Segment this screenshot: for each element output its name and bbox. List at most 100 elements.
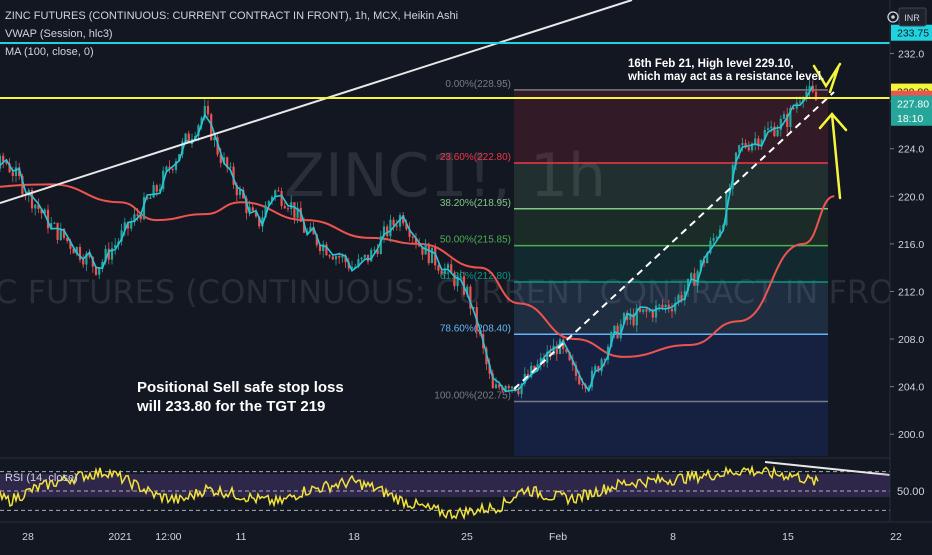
candle-body	[552, 345, 555, 356]
stoploss-annotation-line1: Positional Sell safe stop loss	[137, 379, 344, 396]
price-label-text: 233.75	[897, 28, 929, 40]
candle-body	[322, 244, 325, 252]
candle-body	[757, 138, 760, 147]
candle-body	[651, 310, 654, 318]
candle-body	[674, 302, 677, 312]
candle-body	[370, 249, 373, 262]
price-axis[interactable]	[890, 0, 932, 522]
candle-body	[603, 359, 606, 361]
candle-body	[210, 114, 213, 141]
candle-body	[686, 278, 690, 292]
candle-body	[104, 248, 107, 262]
candle-body	[520, 383, 523, 395]
candle-body	[440, 270, 443, 275]
time-axis[interactable]	[0, 522, 932, 550]
chart-title: ZINC FUTURES (CONTINUOUS: CURRENT CONTRA…	[5, 10, 458, 22]
candle-body	[197, 125, 200, 136]
candle-body	[306, 230, 309, 233]
candle-body	[411, 236, 414, 239]
candle-body	[5, 162, 8, 164]
fibonacci-retracement[interactable]: 0.00%(228.95) 23.60%(222.80) 38.20%(218.95…	[434, 79, 828, 456]
candle-body	[254, 211, 258, 217]
fib-level-label: 38.20%(218.95)	[440, 198, 511, 209]
rsi-trendline[interactable]	[764, 461, 891, 476]
candle-body	[626, 313, 629, 320]
candle-body	[82, 259, 85, 265]
candle-body	[715, 237, 718, 239]
fib-level-label: 50.00%(215.85)	[440, 235, 511, 246]
channel-dashed-line[interactable]	[513, 91, 835, 390]
candle-body	[658, 304, 661, 306]
candle-body	[270, 196, 274, 201]
candle-body	[344, 255, 347, 263]
candle-body	[712, 238, 715, 241]
price-tick-label: 200.0	[898, 429, 924, 441]
candle-body	[142, 197, 146, 220]
candle-body	[430, 247, 434, 264]
candle-body	[446, 264, 450, 269]
currency-badge[interactable]: INR	[898, 7, 927, 27]
candle-body	[571, 360, 574, 366]
candle-body	[235, 184, 238, 196]
candle-body	[565, 348, 568, 353]
candle-body	[245, 198, 248, 214]
rising-trendline[interactable]	[0, 0, 633, 204]
candle-body	[533, 365, 536, 371]
candle-body	[802, 97, 805, 102]
candle-body	[8, 163, 11, 173]
candle-body	[373, 249, 376, 251]
candle-body	[184, 133, 187, 142]
candle-body	[555, 345, 558, 354]
price-tick-label: 224.0	[898, 144, 924, 156]
candle-body	[165, 166, 168, 171]
candle-body	[258, 216, 261, 227]
candle-body	[645, 309, 648, 312]
indicator-ma[interactable]: MA (100, close, 0)	[5, 46, 94, 58]
candle-body	[408, 229, 411, 237]
candle-body	[680, 295, 683, 301]
candle-body	[267, 200, 270, 206]
candle-body	[155, 185, 158, 192]
candle-body	[130, 222, 133, 229]
candle-body	[78, 247, 82, 260]
candle-body	[632, 313, 635, 326]
candle-body	[338, 256, 341, 258]
candle-body	[123, 222, 126, 231]
candle-body	[14, 167, 18, 177]
candle-body	[434, 247, 437, 266]
candle-body	[504, 385, 507, 391]
indicator-vwap[interactable]: VWAP (Session, hlc3)	[5, 28, 113, 40]
candle-body	[427, 243, 430, 264]
candle-body	[328, 255, 331, 257]
fib-level-label: 23.60%(222.80)	[440, 152, 511, 163]
candle-body	[770, 126, 773, 129]
candle-body	[251, 207, 254, 212]
time-tick-label: 11	[236, 531, 247, 543]
candle-body	[709, 240, 712, 254]
fib-zone	[514, 208, 828, 246]
candle-body	[357, 259, 360, 267]
candle-body	[760, 139, 763, 147]
candle-body	[622, 313, 626, 324]
candle-body	[331, 256, 334, 260]
candle-body	[30, 189, 34, 209]
candle-body	[174, 161, 178, 170]
candle-body	[718, 229, 722, 238]
candle-body	[110, 248, 114, 260]
fib-level-label: 61.80%(212.80)	[440, 271, 511, 282]
candle-body	[120, 230, 123, 242]
candle-body	[667, 304, 670, 309]
time-tick-label: 12:00	[155, 531, 181, 543]
candle-body	[232, 166, 235, 185]
candle-body	[677, 295, 680, 303]
gear-icon[interactable]	[887, 11, 899, 23]
time-tick-label: 22	[890, 531, 902, 543]
candle-body	[741, 143, 744, 146]
time-tick-label: 28	[22, 531, 34, 543]
candle-body	[437, 265, 440, 271]
candle-body	[539, 357, 542, 365]
candle-body	[85, 253, 88, 265]
fib-zone	[514, 89, 828, 163]
